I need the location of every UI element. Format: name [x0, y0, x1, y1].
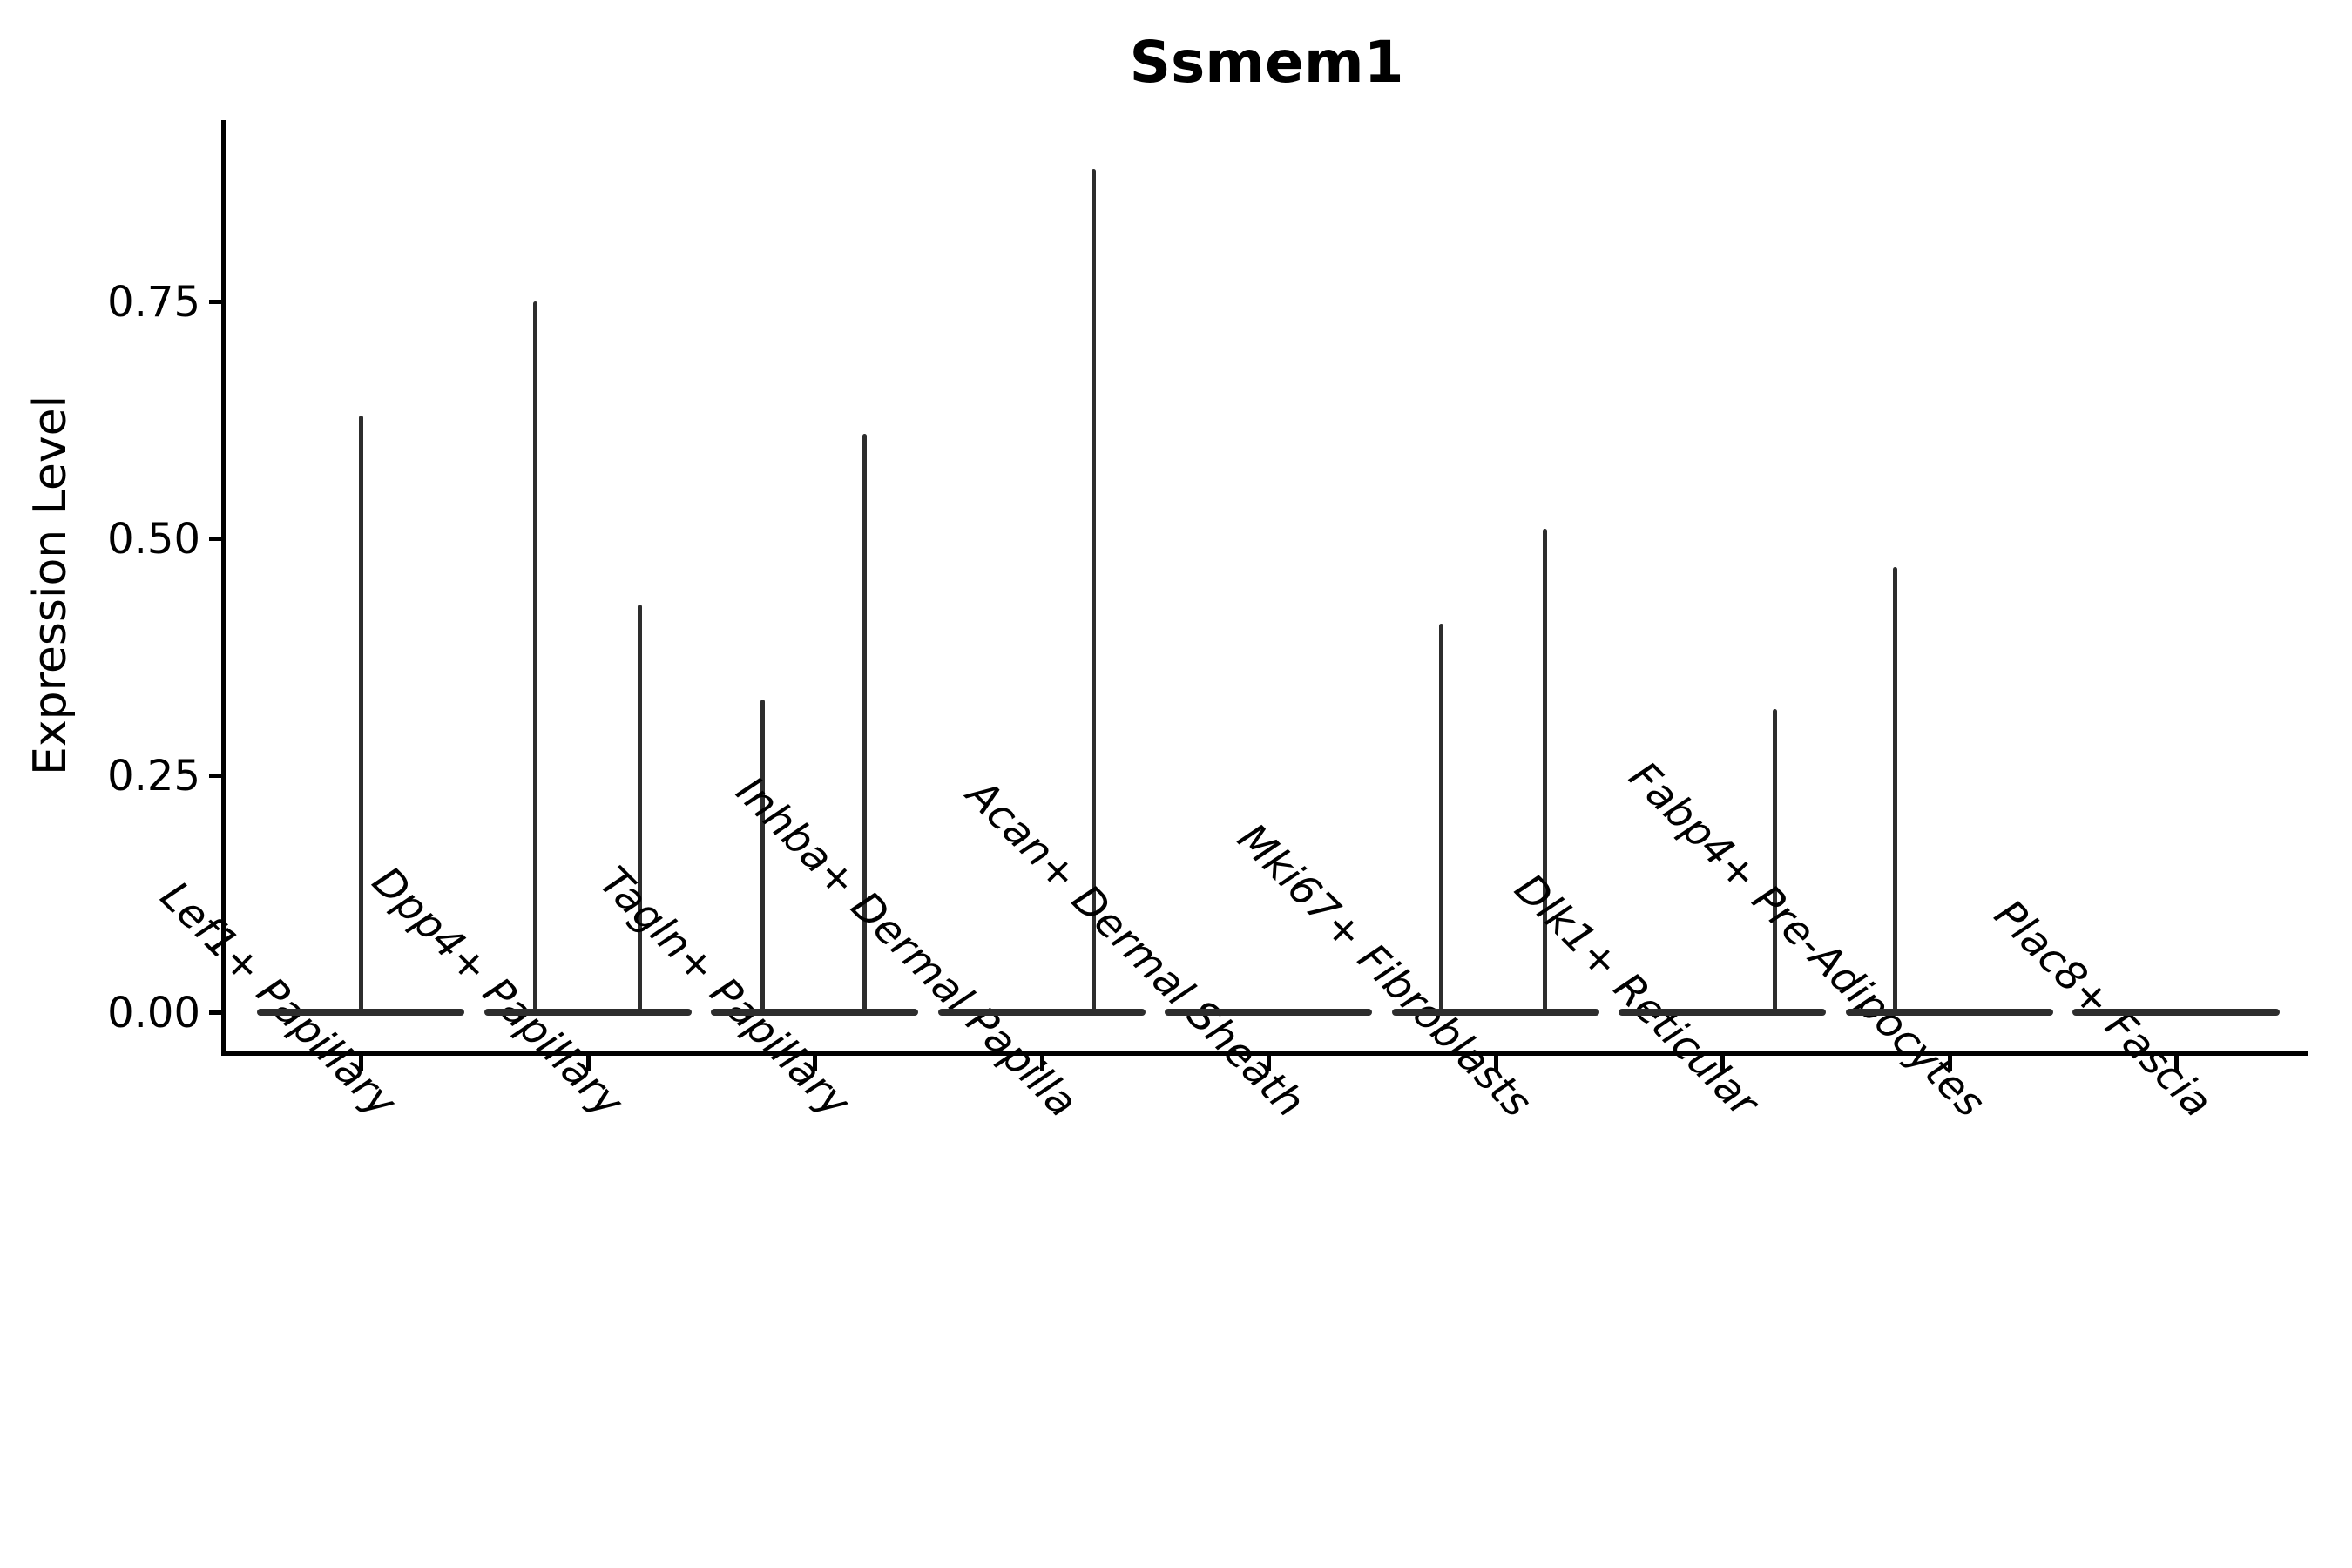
violin-spike [760, 699, 765, 1014]
x-tick-mark [1039, 1056, 1044, 1071]
violin-zero-base [1619, 1009, 1827, 1016]
violin-zero-base [483, 1009, 692, 1016]
y-axis-label: Expression Level [24, 395, 77, 776]
violin-zero-base [1165, 1009, 1373, 1016]
violin-spike [1438, 623, 1443, 1014]
x-tick-mark [1493, 1056, 1498, 1071]
x-tick-mark [585, 1056, 591, 1071]
x-axis-spine [221, 1051, 2308, 1056]
violin-zero-base [1391, 1009, 1599, 1016]
y-tick-label: 0.25 [107, 752, 200, 801]
violin-zero-base [937, 1009, 1146, 1016]
violin-zero-base [711, 1009, 919, 1016]
violin-spike [862, 434, 867, 1014]
x-tick-mark [813, 1056, 818, 1071]
y-tick-label: 0.75 [107, 278, 200, 327]
violin-spike [1892, 566, 1897, 1014]
violin-spike [637, 605, 642, 1014]
violin-spike [533, 301, 538, 1014]
x-tick-label-3: Tagln+ Papillary [590, 857, 860, 1127]
y-tick-label: 0.50 [107, 515, 200, 564]
violin-spike [358, 415, 363, 1014]
x-tick-mark [359, 1056, 363, 1071]
violin-zero-base [1845, 1009, 2053, 1016]
y-tick-mark [209, 774, 221, 778]
y-tick-mark [209, 1010, 221, 1015]
y-tick-mark [209, 300, 221, 304]
x-tick-mark [1267, 1056, 1272, 1071]
y-tick-label: 0.00 [107, 989, 200, 1037]
x-tick-mark [1947, 1056, 1952, 1071]
violin-spike [1091, 168, 1096, 1014]
x-tick-mark [2174, 1056, 2180, 1071]
y-axis-spine [221, 120, 226, 1056]
violin-spike [1543, 529, 1548, 1014]
x-tick-mark [1720, 1056, 1726, 1071]
y-tick-mark [209, 537, 221, 541]
violin-zero-base [2072, 1009, 2281, 1016]
violin-spike [1772, 708, 1777, 1014]
chart-title: Ssmem1 [1129, 29, 1404, 96]
x-tick-label-2: Dpp4+ Papillary [362, 857, 632, 1127]
